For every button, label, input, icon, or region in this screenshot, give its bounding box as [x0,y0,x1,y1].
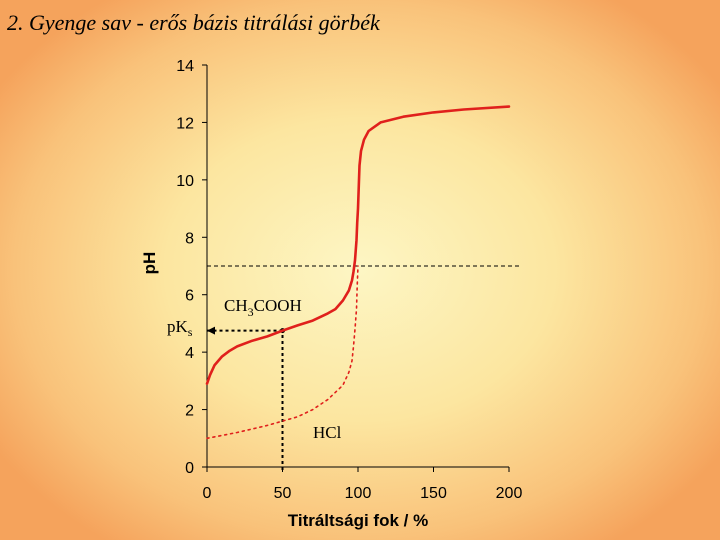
series-label-ch3cooh: CH3COOH [224,296,302,319]
y-axis: 0 2 4 6 8 10 12 14 [176,58,208,477]
y-tick-label: 12 [176,115,194,132]
pks-label-sub: s [188,325,193,339]
x-axis-title: Titráltsági fok / % [288,511,428,530]
series-label-ch3cooh-sub: 3 [248,305,254,319]
series-label-ch3cooh-main: CH [224,296,248,315]
x-tick-label: 50 [274,485,292,502]
pks-label: pKs [167,317,193,339]
series-hcl-curve [206,265,359,440]
pks-arrowhead [207,326,215,335]
x-axis: 0 50 100 150 200 [203,466,523,502]
y-tick-label: 6 [185,288,194,305]
pks-label-main: pK [167,317,189,336]
y-tick-label: 8 [185,230,194,247]
y-tick-label: 14 [176,58,194,75]
x-tick-label: 0 [203,485,212,502]
series-ch3cooh-curve [205,105,511,385]
series-layer [205,105,511,440]
series-label-hcl: HCl [313,423,342,442]
y-tick-label: 2 [185,403,194,420]
y-tick-label: 0 [185,460,194,477]
x-tick-label: 150 [420,485,447,502]
y-tick-label: 4 [185,345,194,362]
x-tick-label: 100 [345,485,372,502]
slide-title: 2. Gyenge sav - erős bázis titrálási gör… [7,10,380,35]
y-tick-label: 10 [176,173,194,190]
x-tick-label: 200 [496,485,523,502]
series-label-ch3cooh-rest: COOH [254,296,302,315]
reference-lines [207,265,522,470]
y-axis-title: pH [140,252,159,275]
